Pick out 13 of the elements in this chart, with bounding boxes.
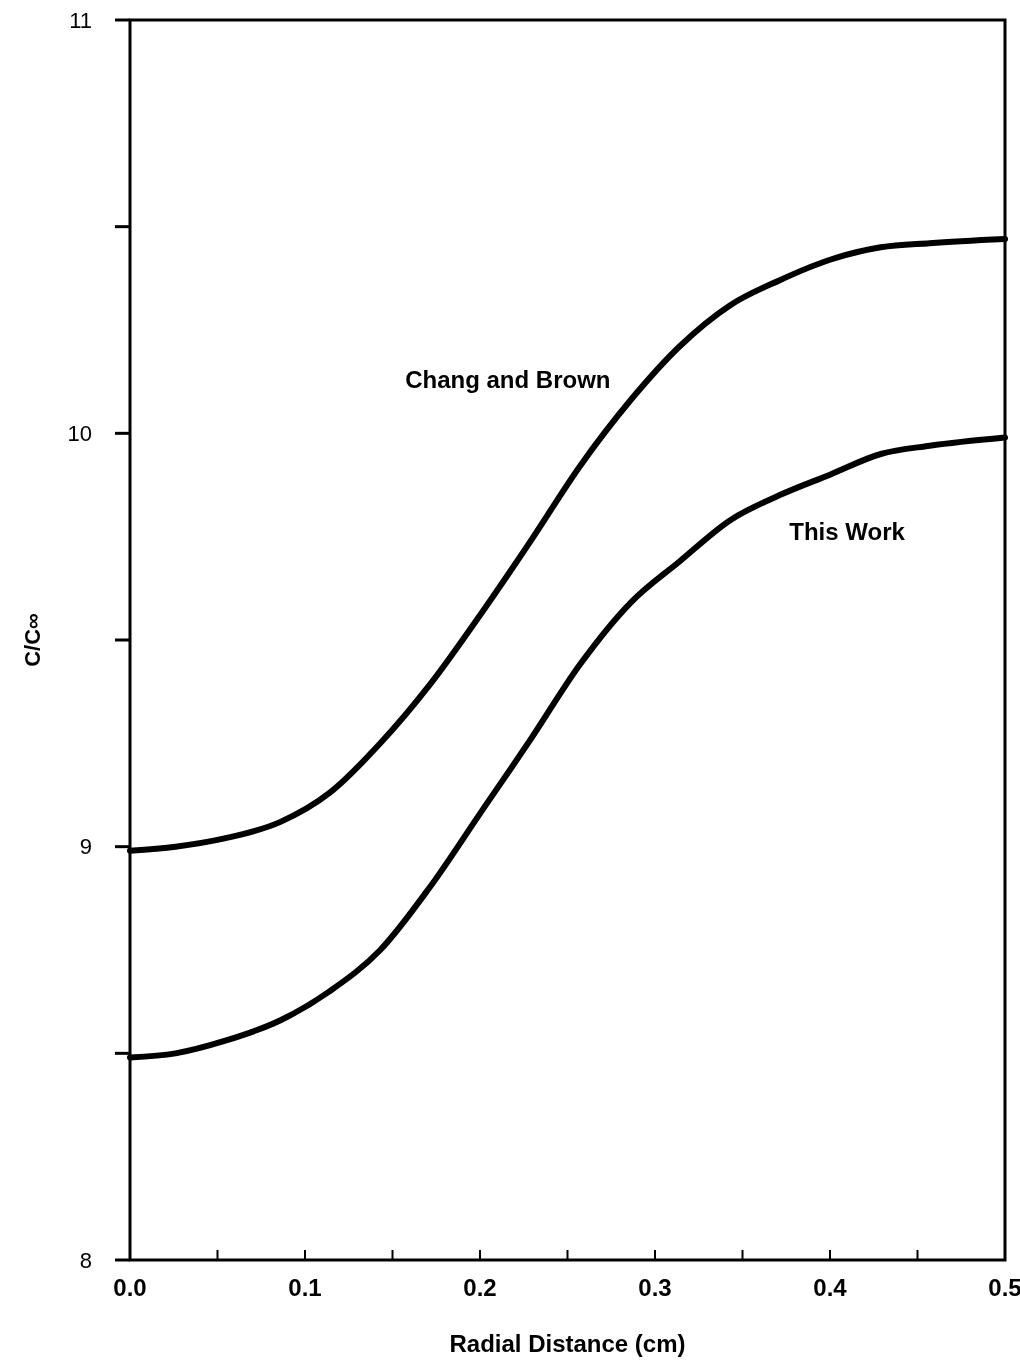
x-tick-label: 0.3: [638, 1274, 672, 1301]
y-tick-label: 8: [79, 1247, 92, 1273]
x-axis-title: Radial Distance (cm): [449, 1330, 686, 1357]
x-tick-label: 0.0: [113, 1274, 147, 1301]
series-label: Chang and Brown: [405, 366, 611, 394]
y-tick-label: 11: [69, 7, 92, 33]
y-axis-title: C/C∞: [20, 613, 45, 667]
y-tick-label: 10: [67, 421, 92, 447]
x-tick-label: 0.4: [813, 1274, 848, 1301]
series-label: This Work: [789, 518, 906, 546]
y-tick-label: 9: [79, 834, 92, 860]
x-tick-label: 0.1: [288, 1274, 322, 1301]
x-tick-label: 0.2: [463, 1274, 497, 1301]
